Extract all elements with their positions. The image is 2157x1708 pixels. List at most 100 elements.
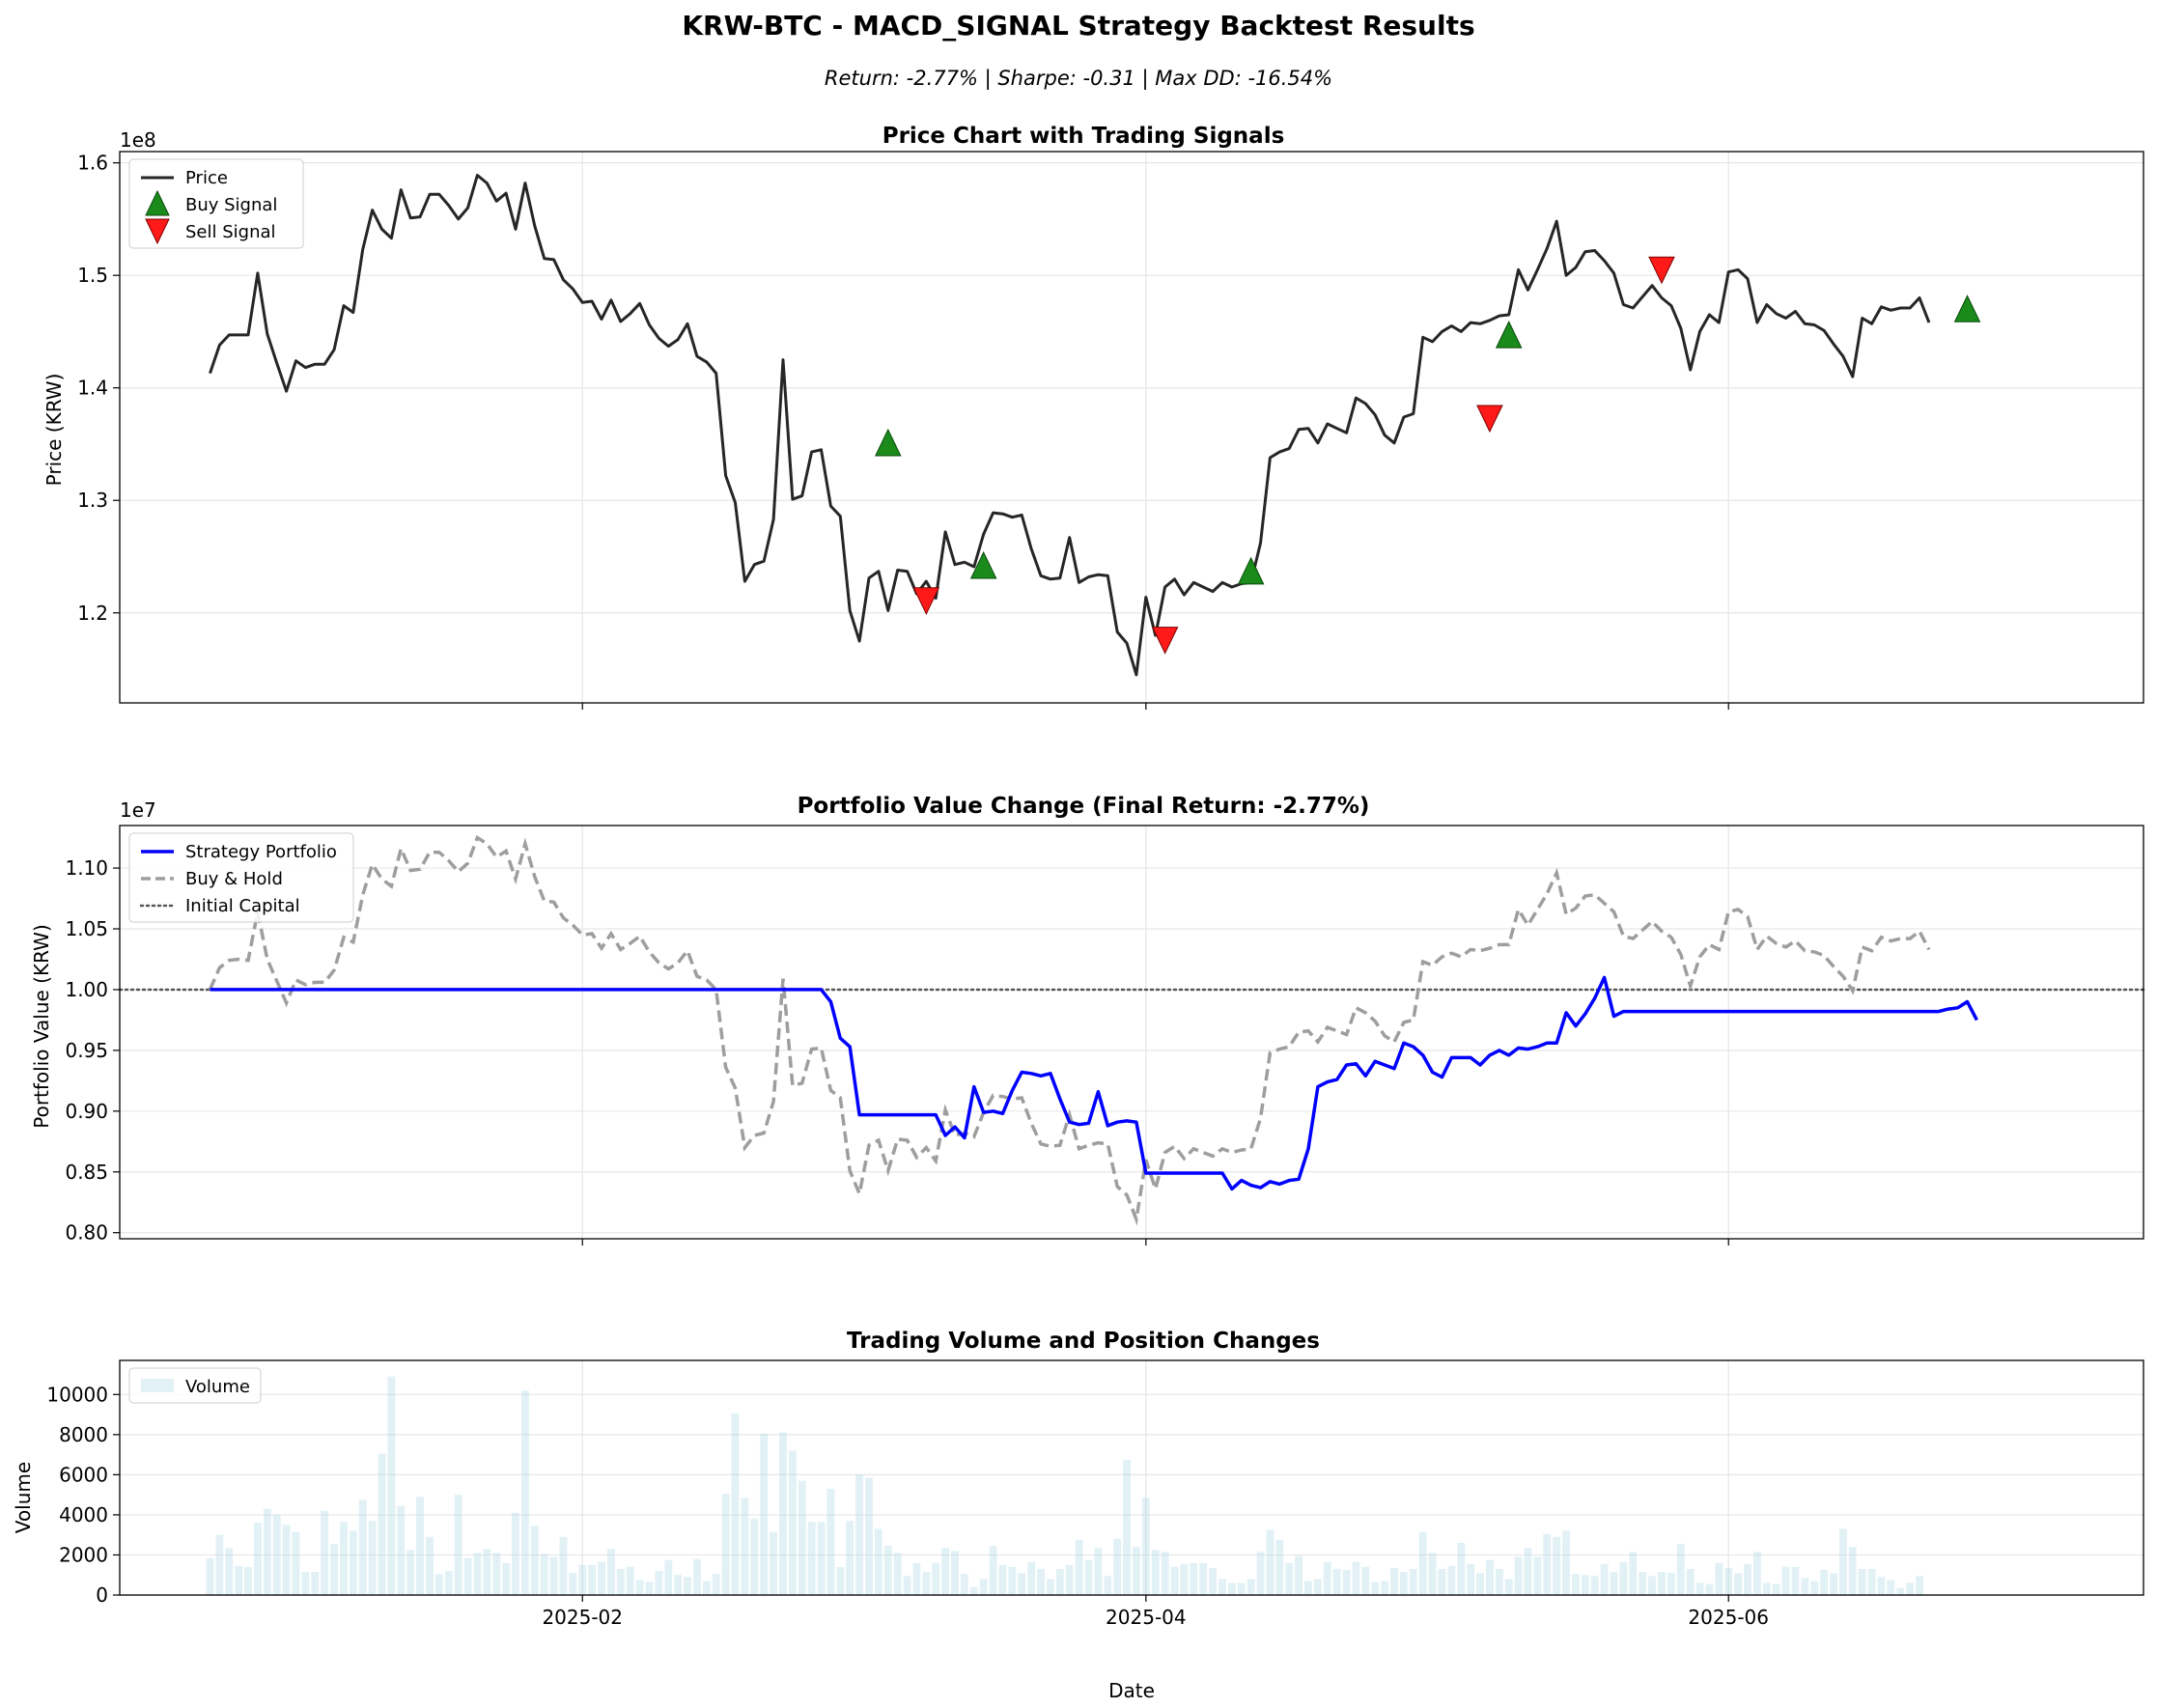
volume-bar: [235, 1565, 243, 1595]
volume-bar: [1504, 1579, 1513, 1595]
volume-bar: [1428, 1553, 1437, 1595]
volume-bar: [530, 1526, 539, 1595]
price-y-offset: 1e8: [120, 128, 156, 152]
volume-bar: [1524, 1548, 1532, 1595]
volume-bar: [1190, 1562, 1198, 1595]
volume-bar: [664, 1559, 673, 1595]
volume-bar: [540, 1554, 548, 1595]
volume-bar: [1055, 1569, 1064, 1595]
volume-bar: [512, 1512, 519, 1595]
portfolio-y-tick-label: 0.95: [65, 1039, 108, 1062]
volume-bar: [951, 1551, 959, 1595]
volume-bar: [836, 1566, 845, 1595]
buy-signal-marker: [969, 550, 997, 579]
volume-bar: [616, 1569, 625, 1595]
legend-sell-swatch: [145, 218, 170, 245]
legend-label: Sell Signal: [185, 222, 276, 242]
volume-y-tick-label: 10000: [46, 1383, 108, 1406]
portfolio-axes-frame: [119, 825, 2144, 1240]
price-y-tick-label: 1.5: [77, 264, 108, 287]
volume-bar: [1409, 1569, 1417, 1595]
volume-bar: [721, 1494, 730, 1595]
volume-y-tick-label: 4000: [59, 1503, 108, 1526]
volume-bar: [282, 1525, 291, 1595]
volume-bar: [1553, 1536, 1561, 1595]
volume-bar: [559, 1536, 568, 1595]
sell-signal-marker: [912, 587, 940, 615]
price-axes-frame: [119, 151, 2144, 704]
volume-bar: [1018, 1573, 1026, 1595]
volume-bar: [893, 1553, 902, 1595]
portfolio-x-ticks: [581, 1239, 1729, 1246]
price-y-tick-label: 1.4: [77, 377, 108, 400]
portfolio-plot-area: [118, 834, 2145, 1226]
volume-legend: Volume: [128, 1367, 262, 1404]
volume-bar: [520, 1390, 529, 1595]
volume-bar: [473, 1553, 482, 1595]
legend-label: Buy Signal: [185, 195, 277, 215]
volume-bar: [1916, 1576, 1923, 1595]
volume-bar: [674, 1575, 683, 1595]
price-x-ticks: [581, 703, 1729, 710]
volume-legend-box: [128, 1367, 262, 1404]
volume-bar: [1123, 1459, 1131, 1595]
volume-bar: [426, 1536, 434, 1595]
volume-bar: [301, 1572, 310, 1595]
volume-bar: [454, 1495, 462, 1595]
volume-bar: [903, 1576, 911, 1595]
price-y-axis-label: Price (KRW): [42, 374, 66, 487]
volume-bar: [549, 1556, 558, 1595]
x-tick-label: 2025-06: [1688, 1606, 1769, 1629]
volume-bar: [807, 1522, 816, 1595]
volume-bar: [1791, 1566, 1800, 1595]
price-legend: Price Buy Signal Sell Signal: [128, 158, 304, 249]
volume-bar: [215, 1534, 224, 1595]
volume-y-tick-label: 0: [96, 1583, 108, 1607]
volume-bar: [1438, 1569, 1446, 1595]
volume-bar: [1810, 1581, 1819, 1595]
volume-bar: [1744, 1563, 1751, 1595]
volume-bar: [1781, 1566, 1790, 1595]
volume-bar: [1619, 1561, 1628, 1595]
price-chart-panel: Price Chart with Trading Signals 1e8 Pri…: [42, 124, 2144, 710]
volume-bar: [1313, 1579, 1322, 1595]
price-y-tick-label: 1.6: [77, 152, 108, 175]
volume-bar: [1161, 1552, 1169, 1595]
volume-bar: [1896, 1587, 1905, 1595]
volume-bar: [578, 1564, 587, 1595]
volume-bar: [1457, 1543, 1466, 1595]
price-chart-title: Price Chart with Trading Signals: [882, 124, 1285, 149]
volume-bar: [1762, 1582, 1771, 1595]
portfolio-y-tick-label: 1.05: [65, 917, 108, 940]
portfolio-y-tick-label: 1.10: [65, 856, 108, 880]
volume-bar: [444, 1571, 453, 1595]
volume-bar: [358, 1499, 367, 1595]
buy-signal-marker: [874, 428, 902, 457]
volume-bar: [969, 1586, 978, 1595]
portfolio-chart-panel: Portfolio Value Change (Final Return: -2…: [30, 794, 2145, 1246]
volume-bar: [817, 1522, 826, 1595]
volume-bar: [1133, 1547, 1140, 1595]
volume-bar: [1170, 1566, 1179, 1595]
legend-label: Price: [185, 168, 228, 188]
volume-bar: [788, 1450, 797, 1595]
volume-bar: [645, 1582, 654, 1595]
volume-bar: [330, 1544, 338, 1595]
volume-bar: [1533, 1556, 1542, 1595]
volume-bar: [1237, 1582, 1246, 1595]
volume-bar: [225, 1548, 234, 1595]
volume-bar: [387, 1376, 396, 1595]
volume-bar: [1371, 1582, 1380, 1595]
volume-bar: [1705, 1583, 1714, 1595]
volume-bar: [1629, 1552, 1638, 1595]
volume-bar: [989, 1546, 997, 1595]
portfolio-y-tick-label: 0.85: [65, 1161, 108, 1184]
legend-label: Volume: [185, 1377, 250, 1397]
volume-bar: [406, 1550, 415, 1595]
volume-bar: [321, 1510, 329, 1595]
volume-bar: [1399, 1572, 1408, 1595]
volume-bar: [1839, 1528, 1847, 1595]
volume-bar: [397, 1505, 406, 1595]
volume-bar: [1352, 1561, 1360, 1595]
volume-bar: [1543, 1533, 1552, 1595]
